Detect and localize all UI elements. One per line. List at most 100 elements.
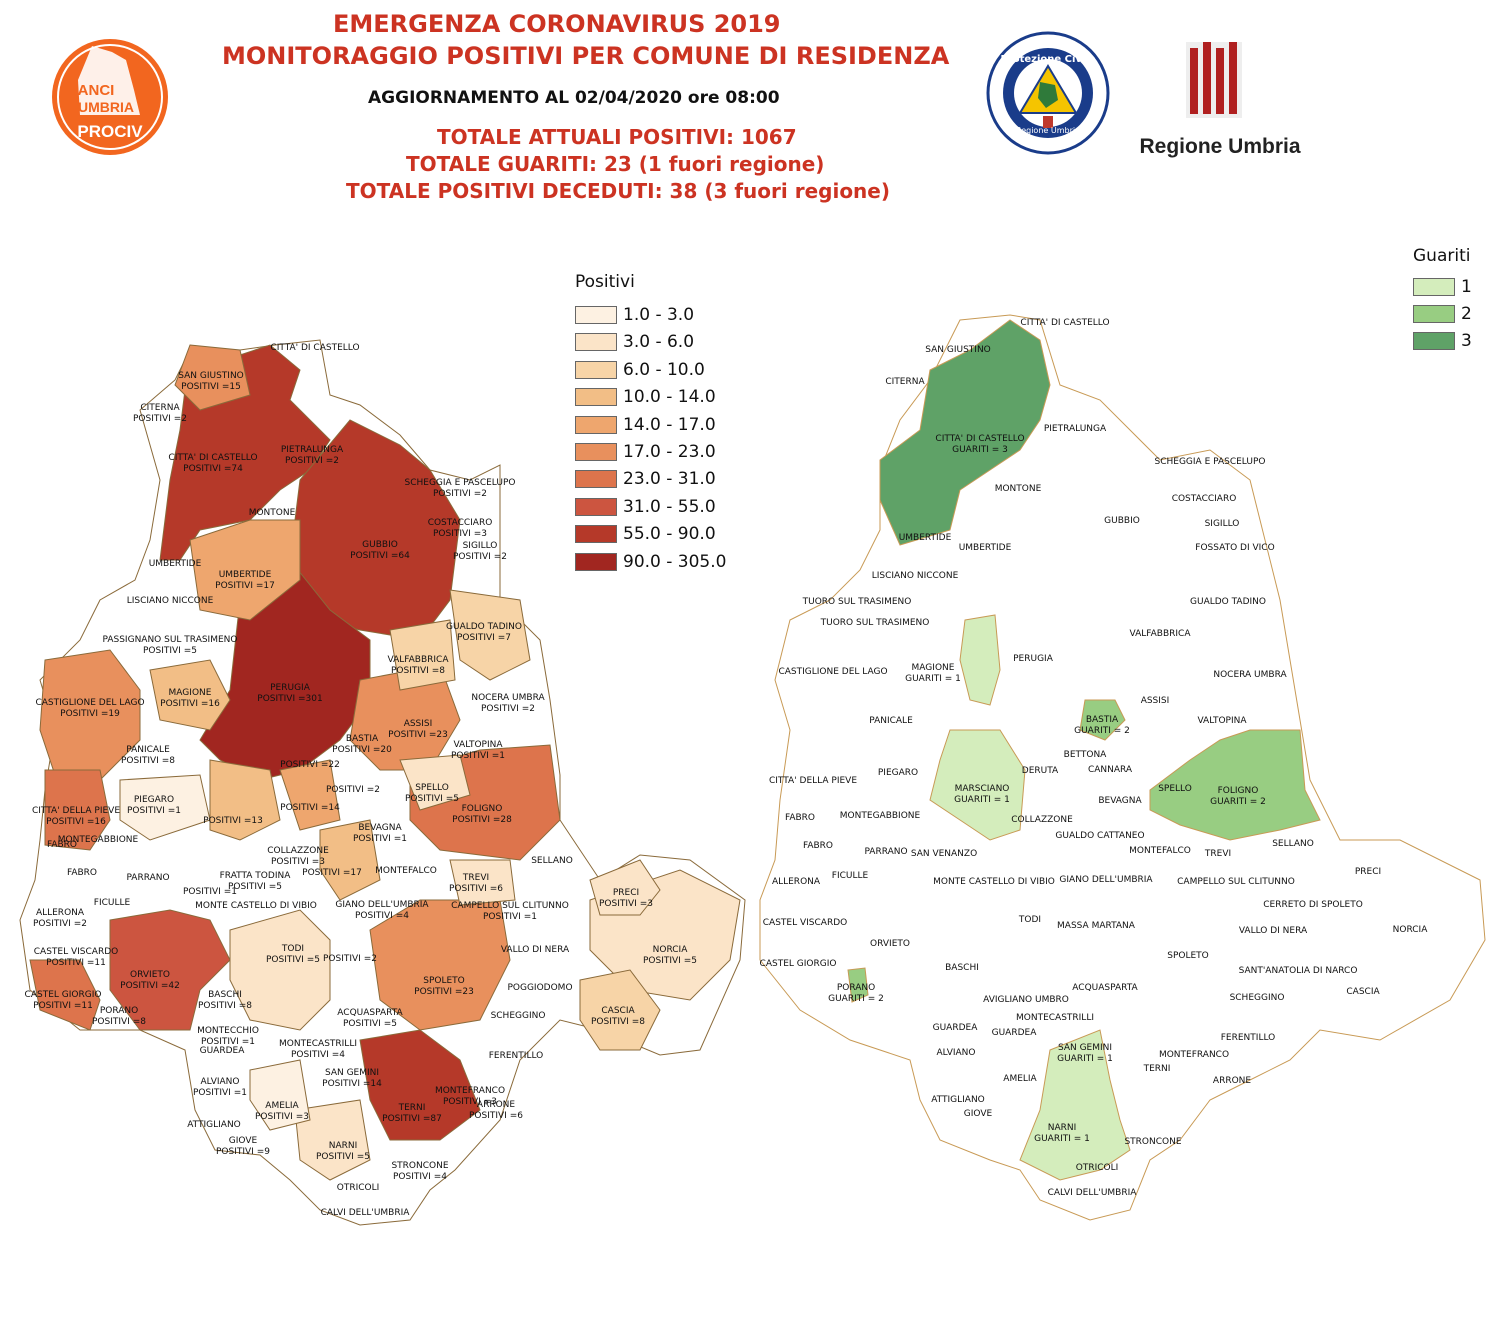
municipality-name: VALLO DI NERA (1239, 926, 1308, 936)
municipality-name: ARRONE (1213, 1076, 1251, 1086)
municipality-value: POSITIVI =2 (433, 489, 487, 499)
municipality-name: PRECI (613, 888, 639, 898)
municipality-name: BEVAGNA (1098, 796, 1142, 806)
area-narni (294, 1099, 371, 1181)
legend-positivi-label: 6.0 - 10.0 (623, 359, 705, 380)
legend-positivi-swatch (575, 360, 617, 379)
municipality-name: CITTA' DELLA PIEVE (769, 776, 857, 786)
municipality-value: POSITIVI =42 (120, 981, 180, 991)
municipality-value: POSITIVI =6 (449, 884, 503, 894)
municipality-value: POSITIVI =22 (280, 760, 340, 770)
municipality-value: POSITIVI =4 (355, 911, 409, 921)
area-porano-g (847, 967, 869, 1003)
municipality-name: GUARDEA (200, 1046, 246, 1056)
municipality-value: POSITIVI =13 (203, 816, 263, 826)
municipality-name: PIEGARO (134, 795, 174, 805)
area-terni (359, 1029, 481, 1141)
municipality-value: POSITIVI =301 (257, 694, 322, 704)
municipality-name: DERUTA (1022, 766, 1059, 776)
municipality-name: UMBERTIDE (149, 559, 202, 569)
municipality-name: FICULLE (832, 871, 869, 881)
legend-positivi-label: 1.0 - 3.0 (623, 305, 695, 325)
municipality-name: FOLIGNO (462, 804, 503, 814)
municipality-name: CASTIGLIONE DEL LAGO (35, 698, 144, 708)
legend-guariti-label: 2 (1461, 304, 1472, 324)
municipality-name: GUBBIO (362, 540, 398, 550)
municipality-name: CITERNA (885, 377, 925, 387)
municipality-name: SPELLO (415, 783, 449, 793)
area-narni-g (1019, 1029, 1131, 1181)
municipality-value: GUARITI = 1 (1034, 1134, 1090, 1144)
municipality-value: POSITIVI =2 (133, 414, 187, 424)
municipality-value: POSITIVI =7 (457, 633, 511, 643)
municipality-name: GUALDO TADINO (446, 622, 522, 632)
municipality-name: NARNI (329, 1141, 358, 1151)
area-castel-giorgio (29, 959, 101, 1031)
municipality-value: GUARITI = 1 (905, 674, 961, 684)
legend-positivi-swatch (575, 552, 617, 571)
map-positivi (19, 339, 746, 1226)
municipality-value: POSITIVI =3 (443, 1097, 497, 1107)
municipality-name: SAN GEMINI (325, 1068, 379, 1078)
municipality-name: PIETRALUNGA (1044, 424, 1107, 434)
municipality-name: FOSSATO DI VICO (1195, 543, 1274, 553)
area-magione (149, 659, 231, 731)
area-citta-castello-g (879, 319, 1051, 546)
municipality-name: FOLIGNO (1218, 786, 1259, 796)
umbria-map-icon (1038, 82, 1058, 108)
municipality-name: PARRANO (126, 873, 169, 883)
protezione-civile-logo: Protezione Civile Regione Umbria (986, 31, 1110, 155)
municipality-name: SCHEGGIA E PASCELUPO (405, 478, 516, 488)
municipality-name: MARSCIANO (955, 784, 1010, 794)
municipality-name: SANT'ANATOLIA DI NARCO (1239, 966, 1358, 976)
municipality-value: POSITIVI =6 (469, 1111, 523, 1121)
municipality-name: GIANO DELL'UMBRIA (335, 900, 429, 910)
regione-umbria-logo: Regione Umbria (1139, 42, 1301, 158)
municipality-name: ALVIANO (201, 1077, 240, 1087)
area-gualdo-cattaneo (319, 819, 381, 901)
municipality-name: GIANO DELL'UMBRIA (1059, 875, 1153, 885)
municipality-name: UMBERTIDE (899, 533, 952, 543)
municipality-name: PIEGARO (878, 768, 918, 778)
municipality-name: VALFABBRICA (1130, 629, 1192, 639)
municipality-name: SAN GEMINI (1058, 1043, 1112, 1053)
municipality-name: ASSISI (1141, 696, 1170, 706)
legend-positivi-label: 90.0 - 305.0 (623, 551, 727, 572)
legend-positivi-swatch (575, 525, 617, 544)
municipality-name: FICULLE (94, 898, 131, 908)
map-guariti-labels: CITTA' DI CASTELLO SAN GIUSTINO CITERNA CIT… (760, 318, 1429, 1198)
municipality-name: BASCHI (208, 990, 242, 1000)
map-guariti (759, 314, 1486, 1221)
municipality-name: BETTONA (1064, 750, 1108, 760)
municipality-value: POSITIVI =1 (127, 806, 181, 816)
municipality-name: CITTA' DELLA PIEVE (32, 806, 120, 816)
municipality-value: POSITIVI =4 (393, 1172, 447, 1182)
municipality-name: CASCIA (601, 1006, 635, 1016)
municipality-name: COSTACCIARO (428, 518, 493, 528)
municipality-name: SCHEGGINO (1230, 993, 1285, 1003)
legend-positivi-label: 23.0 - 31.0 (623, 469, 716, 490)
municipality-name: PERUGIA (270, 683, 311, 693)
municipality-value: POSITIVI =3 (433, 529, 487, 539)
municipality-name: ARRONE (477, 1100, 515, 1110)
title-line-2: MONITORAGGIO POSITIVI PER COMUNE DI RESI… (222, 42, 950, 70)
municipality-value: POSITIVI =5 (143, 646, 197, 656)
municipality-value: POSITIVI =20 (332, 745, 392, 755)
municipality-name: FERENTILLO (489, 1051, 543, 1061)
area-cascia (579, 969, 661, 1051)
municipality-name: MONTEFRANCO (435, 1086, 505, 1096)
legend-positivi-swatch (575, 388, 617, 407)
municipality-name: PARRANO (864, 847, 907, 857)
municipality-name: CASTEL GIORGIO (25, 990, 102, 1000)
municipality-name: GIOVE (229, 1136, 258, 1146)
municipality-name: CERRETO DI SPOLETO (1263, 900, 1363, 910)
municipality-name: ACQUASPARTA (1072, 983, 1138, 993)
municipality-name: CITTA' DI CASTELLO (168, 453, 257, 463)
municipality-name: FABRO (803, 841, 833, 851)
municipality-name: TODI (281, 944, 304, 954)
municipality-name: MONTEGABBIONE (840, 811, 921, 821)
area-bastia-g (1079, 699, 1126, 741)
municipality-name: TERNI (398, 1103, 426, 1113)
municipality-name: SAN VENANZO (911, 849, 977, 859)
municipality-value: POSITIVI =1 (193, 1088, 247, 1098)
